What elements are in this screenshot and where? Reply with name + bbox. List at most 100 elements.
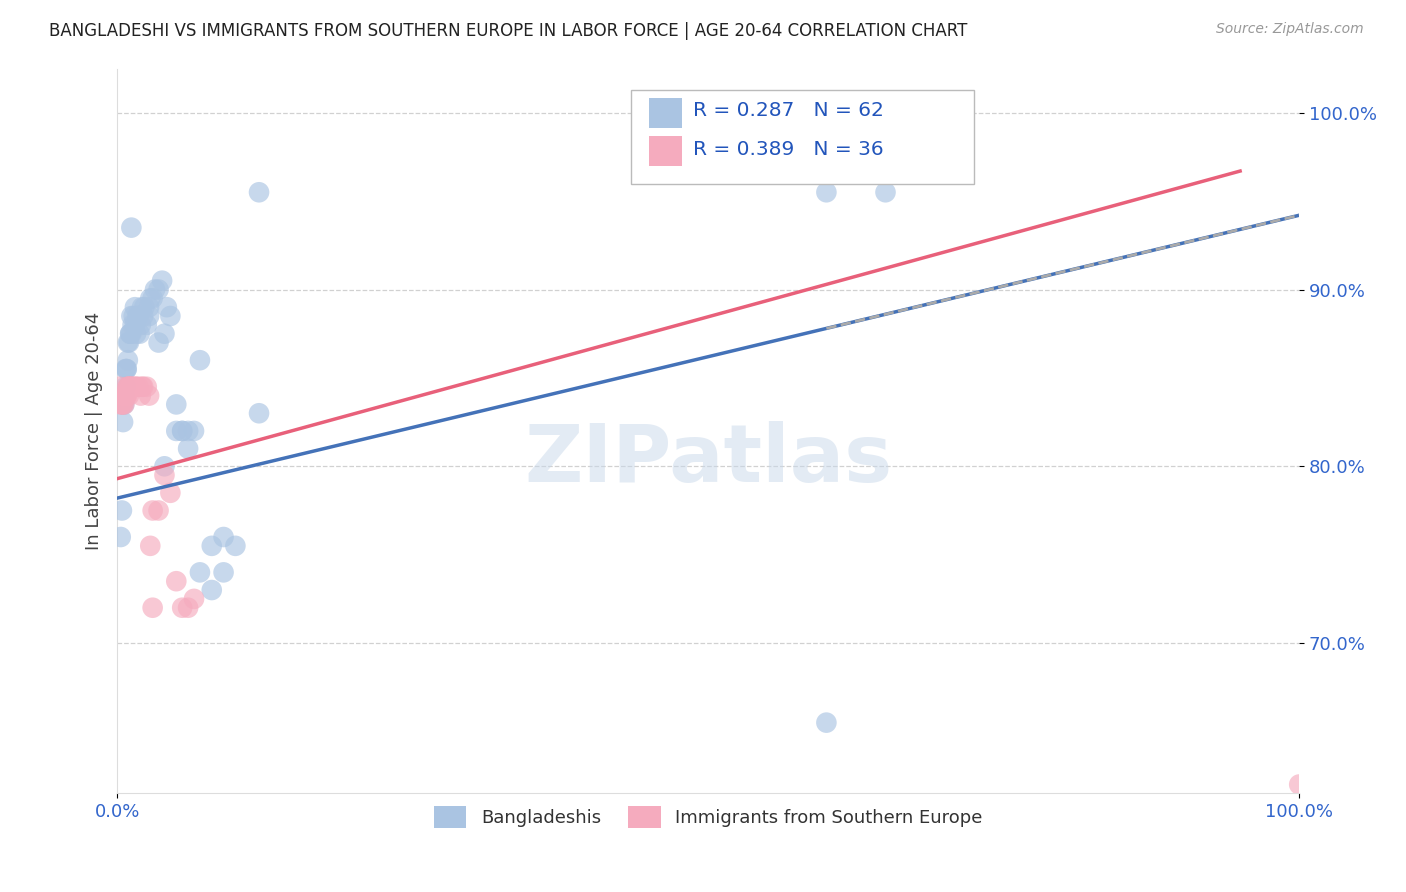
Point <box>188 566 211 580</box>
Point <box>117 353 139 368</box>
Point <box>114 388 136 402</box>
Point <box>112 397 135 411</box>
Point <box>177 442 200 456</box>
Point <box>142 291 165 305</box>
Point <box>115 388 138 402</box>
Point <box>153 468 176 483</box>
Point <box>172 600 194 615</box>
Point <box>135 318 157 332</box>
Point <box>120 220 142 235</box>
Point <box>201 539 224 553</box>
Bar <box>650 97 682 128</box>
Point <box>108 380 131 394</box>
Text: R = 0.389   N = 36: R = 0.389 N = 36 <box>693 139 883 159</box>
Point <box>112 397 135 411</box>
Point <box>815 186 838 200</box>
Point <box>112 397 135 411</box>
Point <box>124 380 146 394</box>
Point <box>129 388 152 402</box>
Point <box>112 415 135 429</box>
Point <box>142 503 165 517</box>
Point <box>118 380 141 394</box>
Point <box>117 380 139 394</box>
Point <box>148 503 170 517</box>
Point <box>111 503 134 517</box>
Point <box>120 326 142 341</box>
Point <box>127 309 149 323</box>
Point <box>118 388 141 402</box>
Point <box>875 186 897 200</box>
Text: Source: ZipAtlas.com: Source: ZipAtlas.com <box>1216 22 1364 37</box>
Point <box>212 530 235 544</box>
Legend: Bangladeshis, Immigrants from Southern Europe: Bangladeshis, Immigrants from Southern E… <box>427 798 990 835</box>
Point <box>121 380 143 394</box>
Point <box>150 274 173 288</box>
Point <box>148 283 170 297</box>
Point <box>129 318 152 332</box>
Point <box>138 309 160 323</box>
Point <box>165 424 187 438</box>
Point <box>1288 777 1310 791</box>
Point <box>122 309 145 323</box>
Point <box>115 362 138 376</box>
Text: BANGLADESHI VS IMMIGRANTS FROM SOUTHERN EUROPE IN LABOR FORCE | AGE 20-64 CORREL: BANGLADESHI VS IMMIGRANTS FROM SOUTHERN … <box>49 22 967 40</box>
Point <box>153 326 176 341</box>
Point <box>125 380 148 394</box>
Bar <box>650 136 682 167</box>
Point <box>201 582 224 597</box>
Point <box>117 380 139 394</box>
Point <box>156 300 179 314</box>
Point <box>121 318 143 332</box>
Point <box>165 574 187 589</box>
Point <box>110 530 132 544</box>
Point <box>132 380 155 394</box>
Point <box>159 309 181 323</box>
Point <box>139 291 162 305</box>
Point <box>128 326 150 341</box>
Point <box>212 566 235 580</box>
Point <box>117 335 139 350</box>
Point <box>114 380 136 394</box>
Point <box>183 424 205 438</box>
Text: ZIPatlas: ZIPatlas <box>524 421 893 499</box>
Point <box>111 397 134 411</box>
Point <box>153 459 176 474</box>
Point <box>172 424 194 438</box>
Point <box>165 397 187 411</box>
Point <box>120 326 142 341</box>
Y-axis label: In Labor Force | Age 20-64: In Labor Force | Age 20-64 <box>86 312 103 550</box>
Point <box>131 380 153 394</box>
Point <box>142 600 165 615</box>
Point <box>134 300 156 314</box>
Point <box>247 186 270 200</box>
Point <box>177 424 200 438</box>
Point <box>120 309 142 323</box>
Point <box>815 715 838 730</box>
FancyBboxPatch shape <box>631 90 974 185</box>
Point <box>124 318 146 332</box>
Point <box>115 362 138 376</box>
Point <box>177 600 200 615</box>
Point <box>115 388 138 402</box>
Point <box>124 300 146 314</box>
Point <box>110 397 132 411</box>
Point <box>224 539 246 553</box>
Point <box>172 424 194 438</box>
Point <box>114 362 136 376</box>
Point <box>139 539 162 553</box>
Point <box>112 388 135 402</box>
Point <box>148 335 170 350</box>
Point <box>138 388 160 402</box>
Point <box>132 309 155 323</box>
Point <box>127 380 149 394</box>
Text: R = 0.287   N = 62: R = 0.287 N = 62 <box>693 101 884 120</box>
Point <box>120 380 142 394</box>
Point <box>247 406 270 420</box>
Point <box>183 591 205 606</box>
Point <box>127 309 149 323</box>
Point <box>143 283 166 297</box>
Point <box>138 300 160 314</box>
Point <box>112 397 135 411</box>
Point <box>120 380 142 394</box>
Point <box>159 485 181 500</box>
